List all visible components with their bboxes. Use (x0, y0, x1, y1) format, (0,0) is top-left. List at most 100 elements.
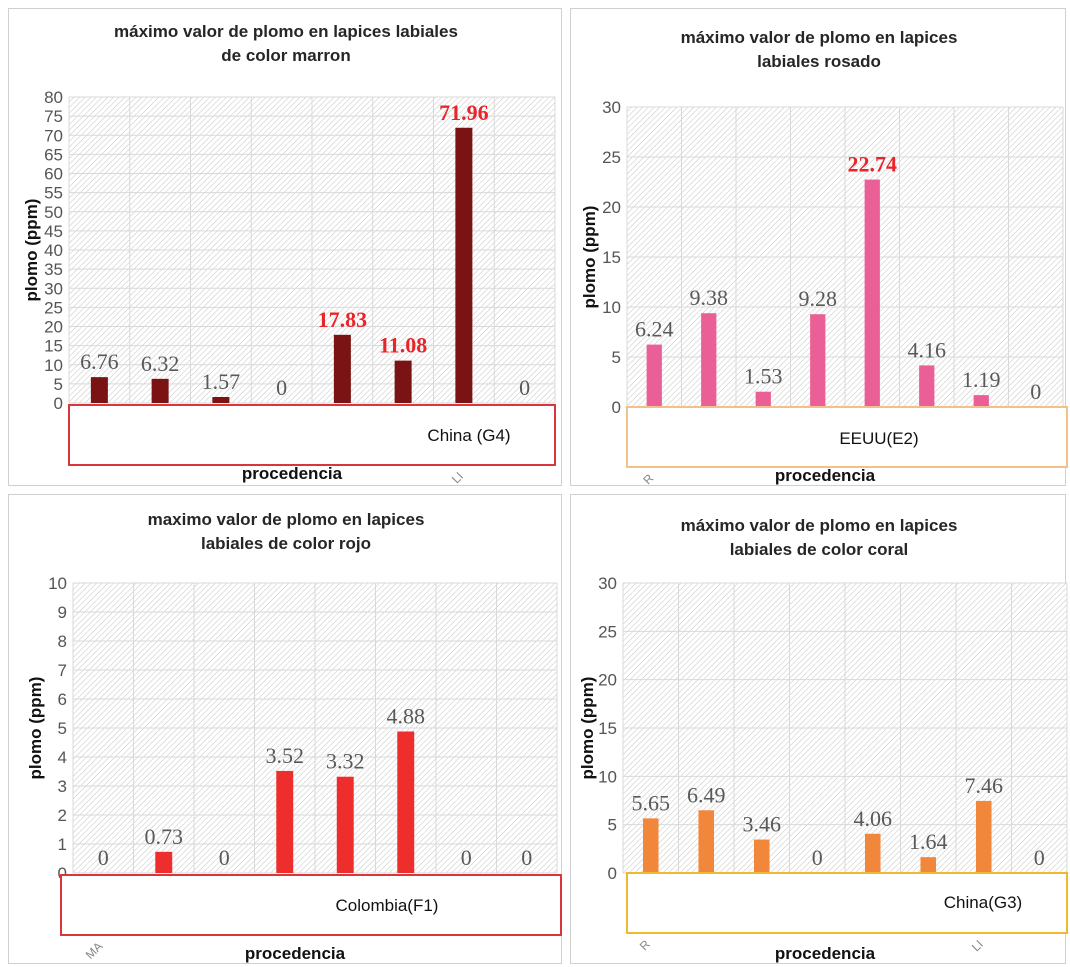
y-tick-label: 0 (608, 864, 617, 883)
data-label: 1.64 (909, 829, 948, 854)
bar (755, 391, 771, 407)
bar (864, 179, 880, 407)
data-label: 3.46 (743, 812, 782, 837)
y-axis-label: plomo (ppm) (578, 677, 597, 780)
data-label: 5.65 (632, 790, 671, 815)
chart-title-line: máximo valor de plomo en lapices (681, 516, 958, 535)
y-tick-label: 6 (58, 690, 67, 709)
y-tick-label: 10 (598, 767, 617, 786)
y-tick-label: 35 (44, 260, 63, 279)
bar (646, 344, 662, 407)
y-tick-label: 8 (58, 632, 67, 651)
data-label: 17.83 (318, 307, 368, 332)
bar (919, 365, 935, 407)
y-tick-label: 10 (602, 298, 621, 317)
y-tick-label: 5 (58, 719, 67, 738)
y-tick-label: 10 (48, 574, 67, 593)
data-label: 9.38 (690, 285, 729, 310)
data-label: 0 (461, 845, 472, 870)
data-label: 1.57 (202, 369, 241, 394)
bar-chart-coral: máximo valor de plomo en lapices labiales… (578, 516, 1068, 963)
y-tick-label: 25 (44, 298, 63, 317)
chart-title-line: de color marron (221, 46, 350, 65)
bar (810, 314, 826, 407)
y-tick-label: 0 (612, 398, 621, 417)
bar-chart-rosado: máximo valor de plomo en lapices labiales… (580, 28, 1068, 487)
bar (973, 395, 989, 407)
bar (397, 731, 415, 873)
data-label: 11.08 (379, 333, 427, 358)
y-tick-label: 20 (598, 671, 617, 690)
data-label: 0 (521, 845, 532, 870)
y-tick-label: 4 (58, 748, 67, 767)
data-label: 3.32 (326, 749, 365, 774)
bar (642, 818, 659, 873)
chart-panel-marron: máximo valor de plomo en lapices labiale… (8, 8, 562, 486)
data-label: 7.46 (965, 773, 1004, 798)
x-tick-label-fragment: R (637, 937, 653, 953)
chart-panel-coral: máximo valor de plomo en lapices labiales… (570, 494, 1068, 964)
bar (698, 810, 715, 873)
x-tick-label-fragment: R (640, 471, 656, 487)
y-tick-label: 30 (598, 574, 617, 593)
chart-title-line: labiales de color rojo (201, 534, 371, 553)
data-label: 0 (519, 375, 530, 400)
bar (920, 857, 937, 873)
data-label: 1.53 (744, 364, 783, 389)
bar (753, 839, 770, 873)
data-label: 0 (276, 375, 287, 400)
legend-label: China (G4) (427, 426, 510, 445)
y-tick-label: 25 (598, 622, 617, 641)
y-tick-label: 9 (58, 603, 67, 622)
chart-panel-rojo: maximo valor de plomo en lapices labiales… (8, 494, 562, 964)
y-tick-label: 5 (612, 348, 621, 367)
bar-chart-marron: máximo valor de plomo en lapices labiale… (22, 22, 556, 486)
y-tick-label: 7 (58, 661, 67, 680)
legend-box (626, 406, 1068, 468)
y-tick-label: 55 (44, 184, 63, 203)
y-axis-label: plomo (ppm) (580, 206, 599, 309)
y-axis-label: plomo (ppm) (26, 677, 45, 780)
bar (394, 360, 412, 403)
y-tick-label: 30 (602, 98, 621, 117)
y-tick-label: 50 (44, 203, 63, 222)
x-axis-label: procedencia (242, 464, 343, 483)
bar (151, 378, 169, 403)
y-tick-label: 25 (602, 148, 621, 167)
x-axis-label: procedencia (245, 944, 346, 963)
data-label: 4.16 (908, 337, 947, 362)
y-tick-label: 80 (44, 88, 63, 107)
y-tick-label: 5 (608, 816, 617, 835)
data-label: 0 (98, 845, 109, 870)
data-label: 6.76 (80, 349, 119, 374)
y-tick-label: 75 (44, 107, 63, 126)
data-label: 9.28 (799, 286, 838, 311)
legend-box (60, 874, 562, 936)
data-label: 4.88 (387, 703, 426, 728)
chart-title-line: máximo valor de plomo en lapices labiale… (114, 22, 458, 41)
chart-title-line: maximo valor de plomo en lapices (148, 510, 425, 529)
data-label: 22.74 (848, 152, 898, 177)
data-label: 6.24 (635, 317, 674, 342)
y-axis-label: plomo (ppm) (22, 199, 41, 302)
y-tick-label: 0 (54, 394, 63, 413)
y-tick-label: 15 (602, 248, 621, 267)
y-tick-label: 15 (44, 337, 63, 356)
data-label: 0 (1030, 379, 1041, 404)
legend-label: Colombia(F1) (336, 896, 439, 915)
y-tick-label: 40 (44, 241, 63, 260)
data-label: 0.73 (145, 824, 184, 849)
chart-title-line: labiales de color coral (730, 540, 909, 559)
data-label: 0 (812, 845, 823, 870)
y-tick-label: 65 (44, 145, 63, 164)
legend-box (68, 404, 556, 466)
y-tick-label: 0 (58, 864, 67, 883)
chart-title-line: máximo valor de plomo en lapices (681, 28, 958, 47)
x-axis-label: procedencia (775, 466, 876, 485)
data-label: 0 (219, 845, 230, 870)
data-label: 4.06 (854, 806, 893, 831)
legend-box (626, 872, 1068, 934)
data-label: 1.19 (962, 367, 1001, 392)
y-tick-label: 5 (54, 375, 63, 394)
y-tick-label: 2 (58, 806, 67, 825)
